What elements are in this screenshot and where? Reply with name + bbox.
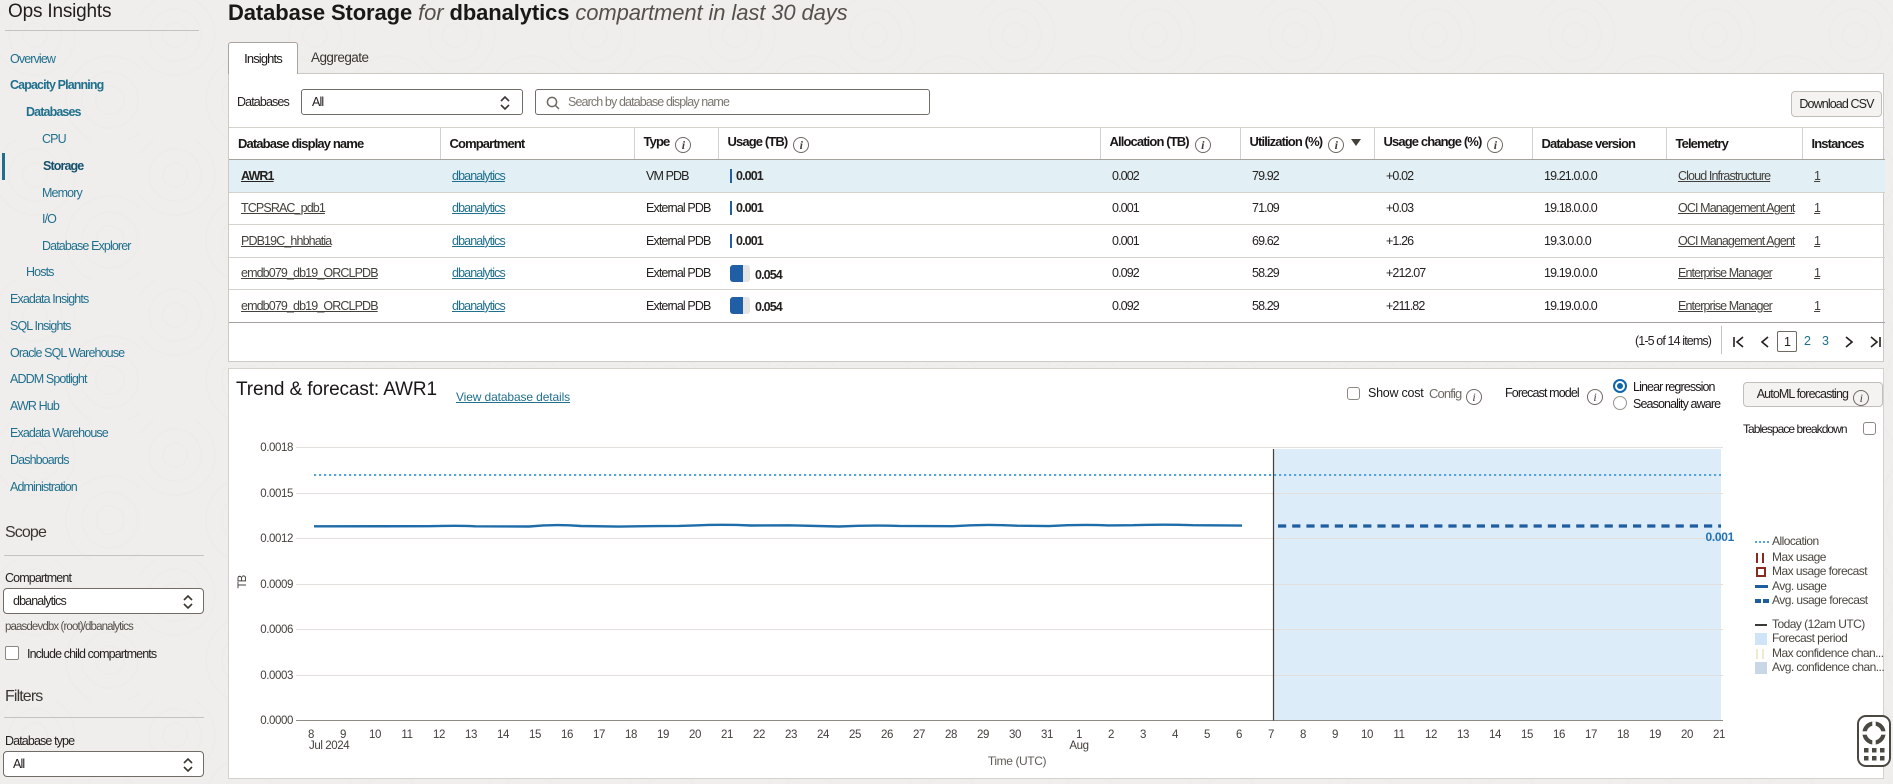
svg-text:0.0006: 0.0006 <box>260 624 293 636</box>
svg-text:19: 19 <box>657 729 669 741</box>
svg-text:15: 15 <box>1521 729 1533 741</box>
svg-text:13: 13 <box>1457 729 1469 741</box>
svg-text:28: 28 <box>945 729 957 741</box>
svg-text:0.0012: 0.0012 <box>260 533 293 545</box>
svg-text:9: 9 <box>340 729 346 741</box>
svg-text:22: 22 <box>753 729 765 741</box>
svg-text:Aug: Aug <box>1069 740 1088 752</box>
svg-text:4: 4 <box>1172 729 1179 741</box>
svg-text:11: 11 <box>401 729 412 741</box>
svg-text:8: 8 <box>308 729 314 741</box>
svg-text:0.0018: 0.0018 <box>260 442 293 454</box>
svg-text:2: 2 <box>1108 729 1114 741</box>
svg-text:0.001: 0.001 <box>1705 530 1734 544</box>
svg-text:0.0000: 0.0000 <box>260 715 293 727</box>
svg-text:1: 1 <box>1076 729 1082 741</box>
svg-text:0.0009: 0.0009 <box>260 579 293 591</box>
svg-text:23: 23 <box>785 729 797 741</box>
svg-text:TB: TB <box>237 574 249 588</box>
svg-text:31: 31 <box>1041 729 1053 741</box>
svg-text:14: 14 <box>497 729 510 741</box>
svg-text:21: 21 <box>1713 729 1725 741</box>
svg-text:24: 24 <box>817 729 830 741</box>
svg-text:9: 9 <box>1332 729 1338 741</box>
svg-text:16: 16 <box>1553 729 1565 741</box>
svg-text:26: 26 <box>881 729 893 741</box>
svg-text:10: 10 <box>1361 729 1373 741</box>
svg-text:Jul 2024: Jul 2024 <box>309 740 350 752</box>
svg-text:29: 29 <box>977 729 989 741</box>
svg-text:11: 11 <box>1393 729 1404 741</box>
svg-text:0.0015: 0.0015 <box>260 488 293 500</box>
svg-text:3: 3 <box>1140 729 1146 741</box>
svg-text:30: 30 <box>1009 729 1021 741</box>
svg-text:16: 16 <box>561 729 573 741</box>
svg-text:Time (UTC): Time (UTC) <box>988 754 1047 768</box>
svg-text:15: 15 <box>529 729 541 741</box>
svg-text:0.0003: 0.0003 <box>260 670 293 682</box>
svg-text:17: 17 <box>1585 729 1597 741</box>
svg-text:5: 5 <box>1204 729 1210 741</box>
svg-text:20: 20 <box>1681 729 1693 741</box>
svg-text:7: 7 <box>1268 729 1274 741</box>
svg-text:27: 27 <box>913 729 925 741</box>
svg-text:8: 8 <box>1300 729 1306 741</box>
svg-text:19: 19 <box>1649 729 1661 741</box>
svg-text:14: 14 <box>1489 729 1502 741</box>
svg-text:18: 18 <box>625 729 637 741</box>
svg-text:17: 17 <box>593 729 605 741</box>
svg-text:12: 12 <box>433 729 445 741</box>
svg-text:21: 21 <box>721 729 733 741</box>
svg-text:13: 13 <box>465 729 477 741</box>
svg-text:25: 25 <box>849 729 861 741</box>
svg-text:20: 20 <box>689 729 701 741</box>
svg-text:18: 18 <box>1617 729 1629 741</box>
svg-text:12: 12 <box>1425 729 1437 741</box>
svg-text:10: 10 <box>369 729 381 741</box>
svg-text:6: 6 <box>1236 729 1242 741</box>
